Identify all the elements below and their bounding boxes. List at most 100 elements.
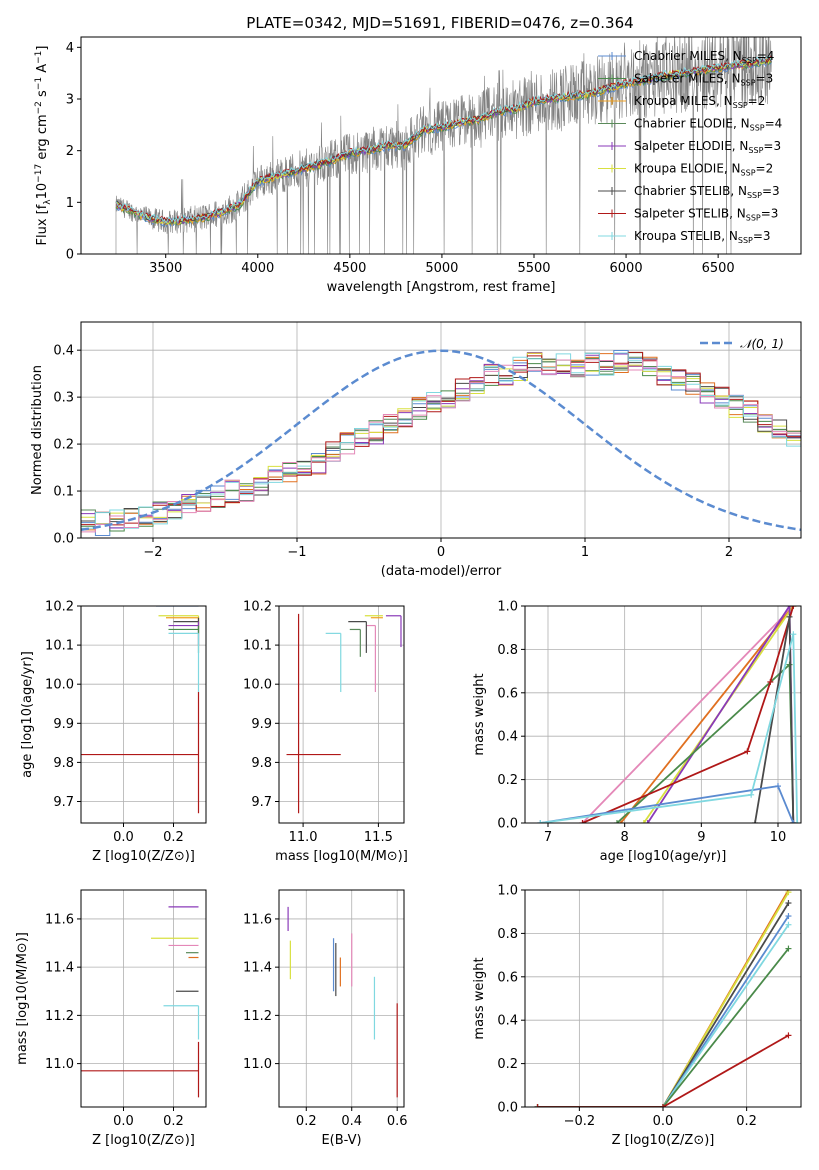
y-tick-label: 10.1 [243, 639, 272, 654]
x-tick-label: 9 [697, 830, 705, 845]
y-tick-label: 0.4 [53, 344, 74, 359]
spectrum-data-line [115, 37, 772, 254]
y-tick-label: 10.2 [243, 600, 272, 615]
legend-name: Kroupa STELIB, N [634, 229, 738, 243]
legend-entry: Chabrier ELODIE, NSSP=4 [634, 117, 782, 133]
y-label-part: A [35, 64, 50, 77]
weight-line-6 [582, 606, 795, 823]
legend-name: Salpeter MILES, N [634, 72, 741, 86]
spectrum-panel: PLATE=0342, MJD=51691, FIBERID=0476, z=0… [34, 14, 802, 295]
x-tick-label: 0.2 [163, 1114, 184, 1129]
y-tick-label: 9.9 [53, 717, 74, 732]
legend-sub: SSP [733, 101, 748, 110]
y-label-part: −1 [34, 51, 44, 64]
x-tick-label: 11.5 [364, 830, 393, 845]
age-vs-z-panel: 0.0 0.2 9.7 9.8 9.9 10.0 10.1 10.2 Z [log10(Z/Z⊙… [20, 600, 207, 864]
y-tick-label: 0.0 [497, 1101, 518, 1116]
x-axis-label: (data-model)/error [381, 564, 502, 579]
x-tick-label: −2 [143, 545, 162, 560]
y-tick-label: 11.0 [45, 1057, 74, 1072]
x-tick-label: 3500 [149, 261, 182, 276]
y-label-part: Flux [f [35, 204, 50, 245]
legend-entry: Chabrier MILES, NSSP=4 [634, 49, 774, 65]
x-tick-label: 7 [544, 830, 552, 845]
y-tick-label: 9.8 [251, 756, 272, 771]
y-tick-label: 1.0 [497, 600, 518, 615]
x-tick-label: 0.0 [113, 830, 134, 845]
y-tick-label: 0.0 [497, 817, 518, 832]
legend-sub: SSP [746, 214, 761, 223]
x-tick-label: 0.6 [387, 1114, 408, 1129]
legend-sub: SSP [750, 124, 765, 133]
legend-name: Salpeter STELIB, N [634, 207, 746, 221]
residuals-panel: −2 −1 0 1 2 0.0 0.1 0.2 0.3 0.4 (data-model)/error… [30, 321, 802, 579]
weight-line-5 [537, 924, 790, 1107]
legend-entry: Kroupa MILES, NSSP=2 [634, 94, 765, 110]
y-tick-label: 0.6 [497, 686, 518, 701]
y-tick-label: 11.0 [243, 1057, 272, 1072]
legend-sub: SSP [738, 236, 753, 245]
model-line-9 [115, 55, 772, 224]
legend-entry: Kroupa STELIB, NSSP=3 [634, 229, 771, 245]
y-axis-label: mass weight [472, 673, 487, 755]
legend-name: Chabrier STELIB, N [634, 184, 747, 198]
x-axis-label: wavelength [Angstrom, rest frame] [327, 280, 556, 295]
x-tick-label: 10 [770, 830, 787, 845]
histogram-step-4 [81, 356, 801, 525]
y-label-part: −17 [34, 164, 44, 183]
y-tick-label: 2 [66, 144, 74, 159]
legend-name: Salpeter ELODIE, N [634, 139, 748, 153]
x-axis-label: Z [log10(Z/Z⊙)] [92, 1133, 195, 1148]
axes-frame [278, 889, 405, 1108]
legend-sub: SSP [747, 191, 762, 200]
y-tick-label: 10.2 [45, 600, 74, 615]
x-tick-label: 0.4 [341, 1114, 362, 1129]
x-tick-label: 0.0 [653, 1114, 674, 1129]
y-tick-label: 0.8 [497, 643, 518, 658]
x-tick-label: 0.2 [736, 1114, 757, 1129]
legend-entry: Kroupa ELODIE, NSSP=2 [634, 162, 773, 178]
legend-entry: 𝒩(0, 1) [740, 337, 784, 351]
y-tick-label: 0.3 [53, 391, 74, 406]
legend-name: Kroupa MILES, N [634, 94, 733, 108]
y-tick-label: 0.4 [497, 730, 518, 745]
legend-count: =3 [756, 72, 774, 86]
legend-count: =3 [761, 207, 779, 221]
gaussian-curve [80, 349, 802, 532]
y-tick-label: 0.2 [53, 438, 74, 453]
x-axis-label: Z [log10(Z/Z⊙)] [612, 1133, 715, 1148]
axes-frame [278, 605, 405, 824]
x-tick-label: 0.2 [163, 830, 184, 845]
y-tick-label: 9.8 [53, 756, 74, 771]
axes-frame [524, 605, 802, 824]
x-tick-label: 6000 [610, 261, 643, 276]
x-tick-label: 1 [581, 545, 589, 560]
y-label-part: ] [35, 46, 50, 51]
x-axis-label: Z [log10(Z/Z⊙)] [92, 849, 195, 864]
y-tick-label: 10.0 [243, 678, 272, 693]
weight-line-1 [581, 606, 794, 823]
y-label-part: −1 [34, 77, 44, 90]
x-tick-label: 0 [437, 545, 445, 560]
weight-line-5 [616, 662, 795, 823]
y-tick-label: 0.2 [497, 1057, 518, 1072]
y-tick-label: 0.6 [497, 970, 518, 985]
x-axis-label: age [log10(age/yr)] [600, 849, 727, 864]
weight-line-4 [537, 915, 790, 1107]
legend-count: =3 [762, 184, 780, 198]
legend-count: =4 [757, 49, 775, 63]
y-axis-label: age [log10(age/yr)] [20, 651, 35, 778]
x-axis-label: E(B-V) [321, 1133, 361, 1148]
weight-line-6 [537, 948, 790, 1107]
legend-entry: Salpeter MILES, NSSP=3 [634, 72, 773, 88]
y-tick-label: 11.2 [45, 1009, 74, 1024]
axes-frame [80, 889, 207, 1108]
y-label-part: λ [43, 199, 53, 205]
y-axis-label: mass weight [472, 957, 487, 1039]
age-vs-mass-panel: 11.0 11.5 9.7 9.8 9.9 10.0 10.1 10.2 mass [log10… [243, 600, 408, 865]
y-tick-label: 11.6 [243, 912, 272, 927]
y-label-part: 10 [35, 183, 50, 200]
model-line-2 [115, 58, 772, 226]
